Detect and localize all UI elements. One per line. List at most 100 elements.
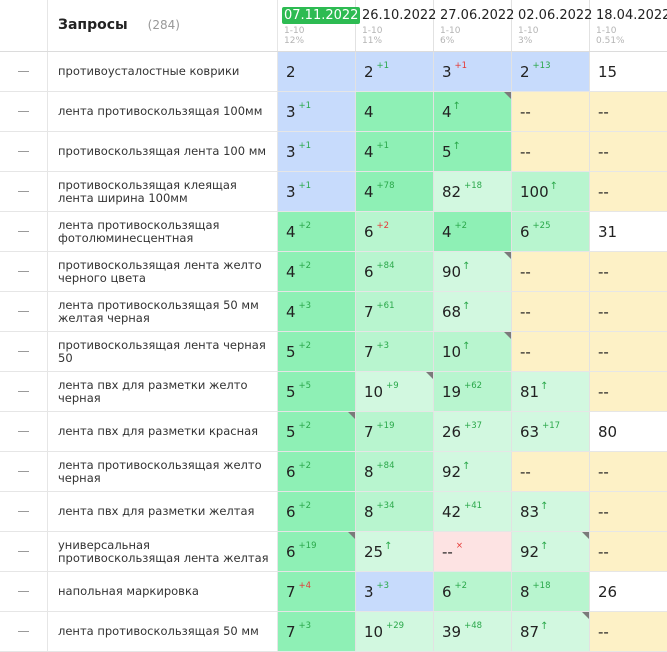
position-cell[interactable]: 4 +3: [278, 292, 356, 331]
date-label[interactable]: 07.11.2022: [282, 7, 361, 24]
query-cell[interactable]: противоскользящая лента черная 50: [48, 332, 278, 371]
row-toggle[interactable]: [0, 292, 48, 331]
query-cell[interactable]: лента противоскользящая фотолюминесцентн…: [48, 212, 278, 251]
position-cell[interactable]: 83 ↑: [512, 492, 590, 531]
query-cell[interactable]: универсальная противоскользящая лента же…: [48, 532, 278, 571]
row-toggle[interactable]: [0, 572, 48, 611]
position-cell[interactable]: 3 +1: [434, 52, 512, 91]
row-toggle[interactable]: [0, 52, 48, 91]
date-column-header[interactable]: 18.04.2022 1-10 0.51%: [590, 0, 667, 51]
position-cell[interactable]: 39 +48: [434, 612, 512, 651]
row-toggle[interactable]: [0, 452, 48, 491]
query-cell[interactable]: напольная маркировка: [48, 572, 278, 611]
position-cell[interactable]: 3 +1: [278, 132, 356, 171]
position-cell[interactable]: 2 +1: [356, 52, 434, 91]
position-cell[interactable]: 4 +2: [278, 212, 356, 251]
position-cell[interactable]: --: [512, 132, 590, 171]
row-toggle[interactable]: [0, 492, 48, 531]
position-cell[interactable]: 2: [278, 52, 356, 91]
query-cell[interactable]: лента противоскользящая желто черная: [48, 452, 278, 491]
position-cell[interactable]: 7 +3: [356, 332, 434, 371]
position-cell[interactable]: 19 +62: [434, 372, 512, 411]
date-label[interactable]: 18.04.2022: [596, 8, 667, 23]
position-cell[interactable]: 6 +2: [434, 572, 512, 611]
position-cell[interactable]: --: [590, 252, 667, 291]
position-cell[interactable]: 7 +4: [278, 572, 356, 611]
position-cell[interactable]: --: [590, 372, 667, 411]
date-column-header[interactable]: 26.10.2022 1-10 11%: [356, 0, 436, 51]
query-cell[interactable]: лента пвх для разметки желтая: [48, 492, 278, 531]
row-toggle[interactable]: [0, 332, 48, 371]
position-cell[interactable]: 4 ↑: [434, 92, 512, 131]
queries-column-header[interactable]: Запросы (284): [48, 0, 278, 51]
position-cell[interactable]: 5 ↑: [434, 132, 512, 171]
position-cell[interactable]: 4 +78: [356, 172, 434, 211]
row-toggle[interactable]: [0, 92, 48, 131]
position-cell[interactable]: 8 +34: [356, 492, 434, 531]
query-cell[interactable]: лента противоскользящая 100мм: [48, 92, 278, 131]
position-cell[interactable]: 42 +41: [434, 492, 512, 531]
row-toggle[interactable]: [0, 412, 48, 451]
date-label[interactable]: 27.06.2022: [440, 8, 515, 23]
position-cell[interactable]: 3 +1: [278, 172, 356, 211]
position-cell[interactable]: 10 +9: [356, 372, 434, 411]
position-cell[interactable]: --: [512, 92, 590, 131]
position-cell[interactable]: --: [512, 452, 590, 491]
position-cell[interactable]: 26: [590, 572, 667, 611]
query-cell[interactable]: противоскользящая лента 100 мм: [48, 132, 278, 171]
position-cell[interactable]: --: [590, 532, 667, 571]
position-cell[interactable]: 81 ↑: [512, 372, 590, 411]
position-cell[interactable]: 80: [590, 412, 667, 451]
position-cell[interactable]: --: [590, 452, 667, 491]
query-cell[interactable]: лента пвх для разметки красная: [48, 412, 278, 451]
position-cell[interactable]: 3 +1: [278, 92, 356, 131]
position-cell[interactable]: -- ×: [434, 532, 512, 571]
query-cell[interactable]: противоскользящая клеящая лента ширина 1…: [48, 172, 278, 211]
position-cell[interactable]: 87 ↑: [512, 612, 590, 651]
position-cell[interactable]: 90 ↑: [434, 252, 512, 291]
date-column-header[interactable]: 27.06.2022 1-10 6%: [434, 0, 514, 51]
position-cell[interactable]: 92 ↑: [434, 452, 512, 491]
position-cell[interactable]: --: [512, 332, 590, 371]
position-cell[interactable]: 100 ↑: [512, 172, 590, 211]
position-cell[interactable]: 6 +2: [278, 492, 356, 531]
position-cell[interactable]: 8 +84: [356, 452, 434, 491]
position-cell[interactable]: 7 +61: [356, 292, 434, 331]
position-cell[interactable]: --: [590, 92, 667, 131]
position-cell[interactable]: 6 +25: [512, 212, 590, 251]
row-toggle[interactable]: [0, 132, 48, 171]
position-cell[interactable]: 5 +2: [278, 412, 356, 451]
position-cell[interactable]: --: [590, 332, 667, 371]
position-cell[interactable]: --: [590, 172, 667, 211]
position-cell[interactable]: 92 ↑: [512, 532, 590, 571]
row-toggle[interactable]: [0, 212, 48, 251]
position-cell[interactable]: 4 +2: [434, 212, 512, 251]
query-cell[interactable]: лента противоскользящая 50 мм: [48, 612, 278, 651]
position-cell[interactable]: 6 +2: [356, 212, 434, 251]
position-cell[interactable]: --: [590, 132, 667, 171]
query-cell[interactable]: лента противоскользящая 50 мм желтая чер…: [48, 292, 278, 331]
position-cell[interactable]: 10 +29: [356, 612, 434, 651]
position-cell[interactable]: 2 +13: [512, 52, 590, 91]
position-cell[interactable]: 5 +2: [278, 332, 356, 371]
position-cell[interactable]: --: [590, 612, 667, 651]
position-cell[interactable]: 6 +19: [278, 532, 356, 571]
position-cell[interactable]: --: [590, 292, 667, 331]
position-cell[interactable]: --: [512, 292, 590, 331]
row-toggle[interactable]: [0, 172, 48, 211]
position-cell[interactable]: 63 +17: [512, 412, 590, 451]
query-cell[interactable]: противоусталостные коврики: [48, 52, 278, 91]
position-cell[interactable]: 26 +37: [434, 412, 512, 451]
row-toggle[interactable]: [0, 612, 48, 651]
date-label[interactable]: 02.06.2022: [518, 8, 593, 23]
date-label[interactable]: 26.10.2022: [362, 8, 437, 23]
row-toggle[interactable]: [0, 252, 48, 291]
position-cell[interactable]: 15: [590, 52, 667, 91]
position-cell[interactable]: 4: [356, 92, 434, 131]
position-cell[interactable]: 68 ↑: [434, 292, 512, 331]
position-cell[interactable]: 5 +5: [278, 372, 356, 411]
position-cell[interactable]: --: [590, 492, 667, 531]
position-cell[interactable]: 7 +19: [356, 412, 434, 451]
row-toggle[interactable]: [0, 372, 48, 411]
position-cell[interactable]: 6 +2: [278, 452, 356, 491]
